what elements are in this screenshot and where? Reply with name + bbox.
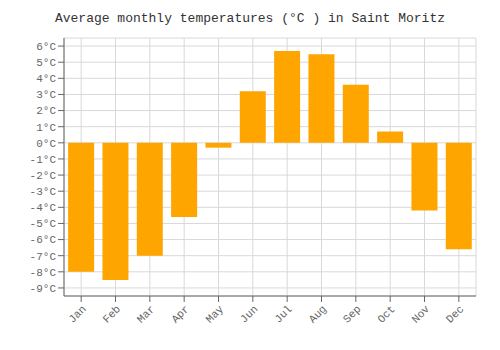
svg-text:-5°C: -5°C bbox=[30, 218, 57, 230]
svg-text:Jan: Jan bbox=[66, 303, 88, 325]
svg-text:5°C: 5°C bbox=[36, 57, 56, 69]
svg-text:4°C: 4°C bbox=[36, 73, 56, 85]
svg-text:Apr: Apr bbox=[169, 303, 191, 325]
svg-text:-9°C: -9°C bbox=[30, 283, 57, 295]
svg-text:Feb: Feb bbox=[101, 303, 123, 325]
svg-text:2°C: 2°C bbox=[36, 105, 56, 117]
svg-text:Dec: Dec bbox=[444, 303, 466, 325]
svg-text:-3°C: -3°C bbox=[30, 186, 57, 198]
svg-text:3°C: 3°C bbox=[36, 89, 56, 101]
svg-text:0°C: 0°C bbox=[36, 138, 56, 150]
svg-text:-1°C: -1°C bbox=[30, 154, 57, 166]
svg-text:1°C: 1°C bbox=[36, 122, 56, 134]
svg-text:Aug: Aug bbox=[307, 303, 329, 325]
svg-text:Jun: Jun bbox=[238, 303, 260, 325]
svg-text:Sep: Sep bbox=[341, 303, 363, 325]
svg-text:-6°C: -6°C bbox=[30, 234, 57, 246]
svg-text:-8°C: -8°C bbox=[30, 267, 57, 279]
svg-text:-2°C: -2°C bbox=[30, 170, 57, 182]
svg-text:Nov: Nov bbox=[410, 303, 433, 326]
svg-text:6°C: 6°C bbox=[36, 41, 56, 53]
svg-text:Jul: Jul bbox=[272, 303, 294, 325]
svg-text:Mar: Mar bbox=[135, 303, 157, 325]
svg-text:-7°C: -7°C bbox=[30, 251, 57, 263]
svg-text:Oct: Oct bbox=[375, 303, 397, 325]
html-text:Average monthly temperatures (: Average monthly temperatures (°C ) in Sa… bbox=[55, 11, 445, 26]
svg-text:May: May bbox=[204, 303, 227, 326]
svg-text:-4°C: -4°C bbox=[30, 202, 57, 214]
